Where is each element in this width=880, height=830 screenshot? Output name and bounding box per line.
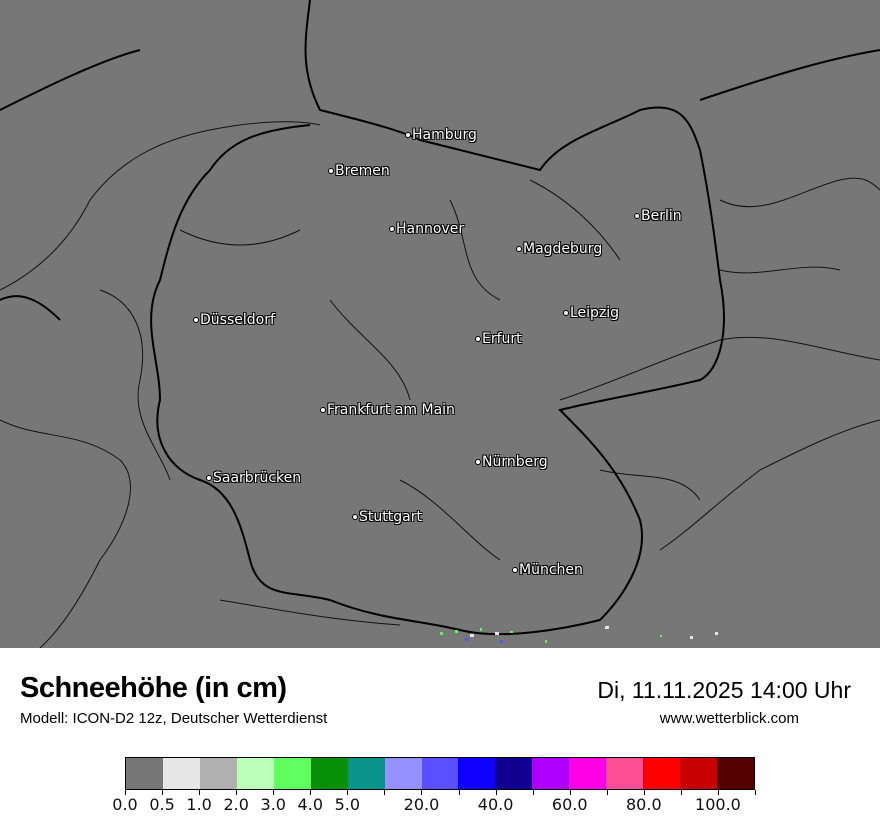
legend-swatch: [384, 758, 422, 789]
city-marker-hamburg[interactable]: Hamburg: [405, 127, 477, 143]
city-dot: [516, 246, 522, 252]
city-dot: [563, 310, 569, 316]
legend-tick-label: 60.0: [551, 795, 588, 814]
legend-swatch: [273, 758, 311, 789]
legend-tick-label: 5.0: [334, 795, 361, 814]
website-label: www.wetterblick.com: [659, 710, 799, 727]
model-subtitle: Modell: ICON-D2 12z, Deutscher Wetterdie…: [20, 710, 328, 727]
map-title: Schneehöhe (in cm): [20, 672, 287, 704]
legend-tick: [495, 790, 497, 795]
legend-tick-label: 100.0: [695, 795, 741, 814]
legend-swatch: [199, 758, 237, 789]
legend-tick-label: 0.5: [149, 795, 175, 814]
city-marker-erfurt[interactable]: Erfurt: [475, 331, 522, 347]
city-label: Erfurt: [482, 331, 522, 347]
legend-swatch: [532, 758, 570, 789]
legend-swatch: [162, 758, 200, 789]
city-marker-hannover[interactable]: Hannover: [389, 221, 464, 237]
legend-tick: [717, 790, 719, 795]
legend-tick: [384, 790, 386, 795]
legend-swatch: [421, 758, 459, 789]
snow-depth-map[interactable]: Hamburg Bremen Berlin Hannover Magdeburg…: [0, 0, 880, 648]
city-marker-bremen[interactable]: Bremen: [328, 163, 390, 179]
city-dot: [328, 168, 334, 174]
legend-swatch: [717, 758, 754, 789]
legend-swatch: [458, 758, 496, 789]
legend-tick-label: 20.0: [403, 795, 440, 814]
legend-tick: [643, 790, 645, 795]
legend-tick-label: 3.0: [260, 795, 286, 814]
city-marker-stuttgart[interactable]: Stuttgart: [352, 509, 422, 525]
legend-tick-label: 4.0: [297, 795, 324, 814]
legend-swatch: [495, 758, 533, 789]
legend-tick: [680, 790, 682, 795]
forecast-datetime: Di, 11.11.2025 14:00 Uhr: [597, 677, 851, 703]
city-label: Düsseldorf: [200, 312, 275, 328]
city-dot: [512, 567, 518, 573]
city-label: Bremen: [335, 163, 390, 179]
city-marker-saarbruecken[interactable]: Saarbrücken: [206, 470, 301, 486]
city-dot: [206, 475, 212, 481]
legend-swatch: [347, 758, 385, 789]
city-label: Saarbrücken: [213, 470, 302, 486]
city-dot: [475, 459, 481, 465]
city-label: München: [519, 562, 583, 578]
city-marker-berlin[interactable]: Berlin: [634, 208, 682, 224]
legend-tick-label: 2.0: [223, 795, 249, 814]
city-label: Hannover: [396, 221, 465, 237]
legend-tick: [347, 790, 349, 795]
city-label: Magdeburg: [523, 241, 603, 257]
legend-tick-label: 1.0: [186, 795, 212, 814]
city-dot: [634, 213, 640, 219]
city-label: Leipzig: [570, 305, 620, 321]
legend-tick: [125, 790, 126, 795]
legend-swatch: [643, 758, 681, 789]
legend-swatch: [310, 758, 348, 789]
city-dot: [475, 336, 481, 342]
city-label: Nürnberg: [482, 454, 548, 470]
city-dot: [405, 132, 411, 138]
legend-tick: [236, 790, 238, 795]
city-marker-frankfurt[interactable]: Frankfurt am Main: [320, 402, 455, 418]
legend-tick: [273, 790, 275, 795]
legend-tick: [755, 790, 756, 795]
city-marker-leipzig[interactable]: Leipzig: [563, 305, 619, 321]
color-legend-bar: [125, 757, 755, 790]
city-marker-muenchen[interactable]: München: [512, 562, 583, 578]
legend-swatch: [569, 758, 607, 789]
legend-swatch: [236, 758, 274, 789]
city-label: Frankfurt am Main: [327, 402, 455, 418]
legend-swatch: [126, 758, 163, 789]
city-dot: [193, 317, 199, 323]
legend-tick: [199, 790, 201, 795]
legend-tick: [421, 790, 423, 795]
legend-tick-label: 40.0: [477, 795, 514, 814]
city-label: Berlin: [641, 208, 682, 224]
city-marker-magdeburg[interactable]: Magdeburg: [516, 241, 602, 257]
legend-tick: [606, 790, 608, 795]
legend-swatch: [680, 758, 717, 789]
legend-tick-label: 0.0: [112, 795, 138, 814]
city-dot: [352, 514, 358, 520]
city-label: Stuttgart: [359, 509, 422, 525]
legend-tick: [310, 790, 312, 795]
legend-tick-label: 80.0: [626, 795, 662, 814]
city-dot: [320, 407, 326, 413]
city-label: Hamburg: [412, 127, 477, 143]
legend-tick: [162, 790, 164, 795]
city-marker-nuernberg[interactable]: Nürnberg: [475, 454, 548, 470]
legend-tick: [532, 790, 534, 795]
legend-tick: [569, 790, 571, 795]
city-dot: [389, 226, 395, 232]
legend-tick: [458, 790, 460, 795]
city-marker-duesseldorf[interactable]: Düsseldorf: [193, 312, 275, 328]
legend-swatch: [606, 758, 644, 789]
country-borders: [0, 0, 880, 648]
